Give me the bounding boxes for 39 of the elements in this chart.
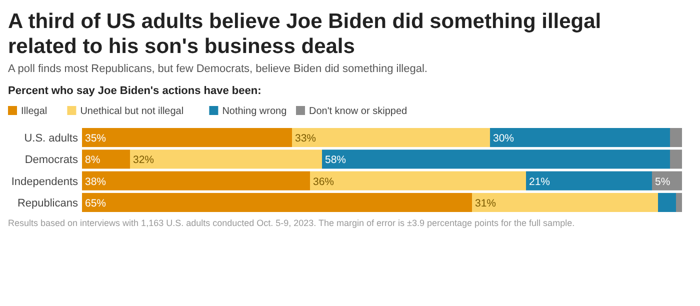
data-label: 33% — [295, 132, 316, 145]
data-label: 31% — [475, 197, 496, 210]
data-label: 35% — [85, 132, 106, 145]
bar — [670, 150, 682, 169]
data-label: 5% — [655, 176, 670, 188]
y-tick-label: U.S. adults — [24, 132, 78, 145]
data-label: 38% — [85, 176, 106, 188]
bar — [490, 128, 670, 148]
bar — [82, 192, 472, 212]
bar — [292, 128, 490, 148]
y-tick-label: Independents — [11, 176, 78, 188]
legend-title: Percent who say Joe Biden's actions have been: — [8, 85, 262, 97]
bar — [322, 150, 670, 169]
bar — [82, 150, 130, 169]
bar — [658, 192, 676, 212]
data-label: 30% — [493, 132, 514, 145]
y-tick-label: Republicans — [17, 197, 78, 210]
data-label: 21% — [529, 176, 550, 188]
bar — [472, 192, 658, 212]
legend-label: Illegal — [21, 106, 48, 117]
bar — [82, 128, 292, 148]
data-label: 36% — [313, 176, 334, 188]
chart-title: A third of US adults believe Joe Biden did something illegal related to his son's business deals — [8, 10, 602, 58]
chart-subtitle: A poll finds most Republicans, but few Democrats, believe Biden did something illegal. — [8, 63, 428, 75]
bar — [130, 150, 322, 169]
data-label: 32% — [133, 154, 154, 166]
data-label: 58% — [325, 154, 346, 166]
data-label: 8% — [85, 154, 100, 166]
legend-label: Don't know or skipped — [309, 106, 408, 117]
bar — [670, 128, 682, 148]
bar — [310, 171, 526, 190]
legend-label: Nothing wrong — [222, 106, 287, 117]
legend-label: Unethical but not illegal — [80, 106, 184, 117]
bar — [82, 171, 310, 190]
bar — [526, 171, 652, 190]
y-tick-label: Democrats — [24, 154, 78, 166]
bar — [676, 192, 682, 212]
data-label: 65% — [85, 197, 106, 210]
text: Results based on interviews with 1,163 U.S. adults conducted Oct. 5-9, 2023. The margin of error is ±3.9 percentage points for the full sample. — [8, 218, 575, 228]
